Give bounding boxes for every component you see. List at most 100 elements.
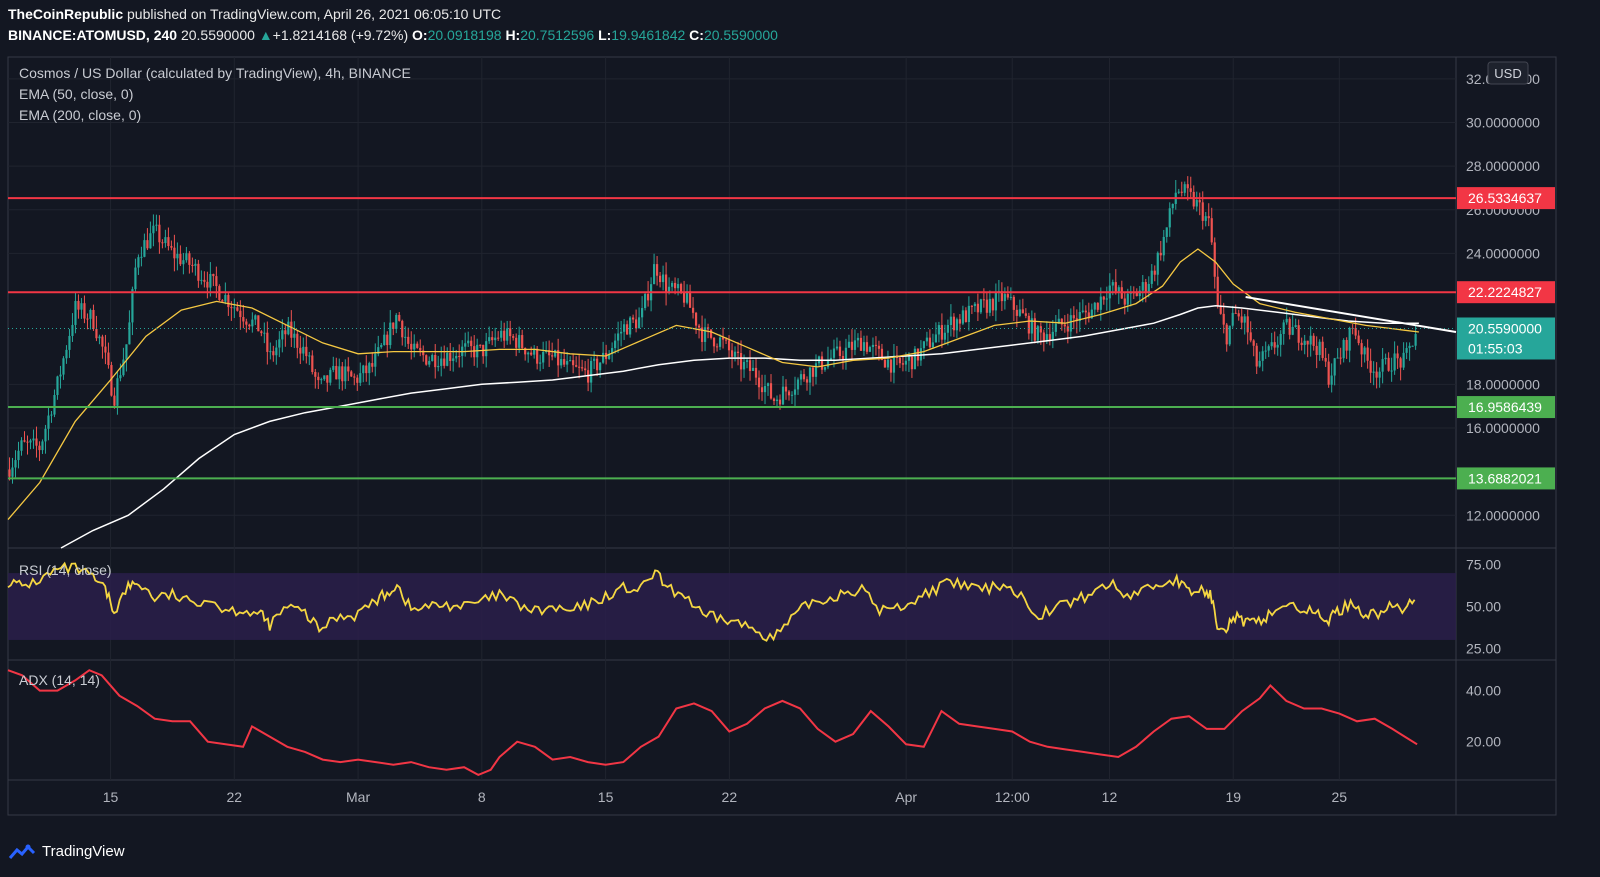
candle-body bbox=[539, 362, 542, 364]
candle-body bbox=[632, 317, 635, 320]
candle-body bbox=[949, 316, 953, 326]
candle-body bbox=[1060, 318, 1063, 325]
candle-body bbox=[913, 348, 917, 370]
resistance-price-label-bg bbox=[1457, 281, 1555, 304]
candle-body bbox=[269, 351, 272, 353]
candle-body bbox=[206, 281, 209, 288]
candle-body bbox=[311, 355, 314, 372]
countdown-label: 01:55:03 bbox=[1468, 340, 1523, 356]
candle-body bbox=[149, 233, 152, 249]
candle-body bbox=[95, 328, 98, 339]
candle-body bbox=[709, 329, 713, 338]
candle-body bbox=[551, 355, 554, 357]
rsi-legend[interactable]: RSI (14, close) bbox=[19, 562, 112, 578]
candle-body bbox=[1057, 318, 1060, 324]
candle-body bbox=[1405, 348, 1408, 353]
candle-body bbox=[1369, 360, 1372, 373]
candle-body bbox=[1249, 332, 1252, 341]
candle-body bbox=[344, 366, 347, 382]
candle-body bbox=[200, 279, 203, 281]
candle-body bbox=[557, 350, 560, 366]
candle-body bbox=[1138, 290, 1141, 297]
candle-body bbox=[982, 299, 985, 301]
candle-body bbox=[416, 343, 419, 348]
candle-body bbox=[146, 240, 149, 249]
candle-body bbox=[377, 347, 380, 354]
candle-body bbox=[1345, 340, 1348, 351]
candle-body bbox=[365, 365, 368, 374]
candle-body bbox=[602, 352, 605, 363]
candle-body bbox=[1363, 347, 1366, 355]
candle-body bbox=[1234, 312, 1237, 314]
candle-body bbox=[1165, 227, 1168, 237]
candle-body bbox=[1033, 318, 1036, 341]
candle-body bbox=[835, 346, 839, 349]
candle-body bbox=[790, 394, 794, 396]
candle-body bbox=[1213, 242, 1216, 277]
candle-body bbox=[1090, 309, 1093, 319]
candle-body bbox=[1243, 316, 1246, 323]
price-tick-label: 24.0000000 bbox=[1466, 245, 1540, 261]
candle-body bbox=[688, 291, 692, 308]
candle-body bbox=[266, 332, 269, 352]
candle-body bbox=[880, 348, 884, 360]
open-value: 20.0918198 bbox=[427, 27, 502, 43]
candle-body bbox=[44, 428, 47, 442]
candle-body bbox=[988, 298, 991, 313]
close-value: 20.5590000 bbox=[703, 27, 778, 43]
time-tick-label: Mar bbox=[346, 789, 370, 805]
candle-body bbox=[587, 370, 590, 383]
candle-body bbox=[449, 352, 452, 362]
candle-body bbox=[1303, 340, 1306, 345]
candle-body bbox=[83, 303, 86, 319]
candle-body bbox=[134, 267, 137, 290]
candle-body bbox=[802, 374, 806, 380]
candle-body bbox=[485, 341, 488, 357]
candle-body bbox=[1117, 287, 1120, 292]
candle-body bbox=[1240, 316, 1243, 323]
candle-body bbox=[515, 337, 518, 348]
main-legend-title[interactable]: Cosmos / US Dollar (calculated by Tradin… bbox=[19, 65, 411, 81]
candle-body bbox=[89, 309, 92, 319]
candle-body bbox=[131, 289, 134, 323]
candle-body bbox=[898, 357, 902, 364]
candle-body bbox=[47, 415, 50, 429]
candle-body bbox=[1390, 370, 1393, 372]
candle-body bbox=[329, 369, 332, 383]
candle-body bbox=[323, 375, 326, 380]
candle-body bbox=[338, 366, 341, 380]
candle-body bbox=[784, 386, 788, 392]
candle-body bbox=[431, 354, 434, 361]
candle-body bbox=[796, 379, 800, 390]
footer-brand[interactable]: TradingView bbox=[8, 843, 125, 860]
candle-body bbox=[775, 399, 779, 401]
ema50-legend[interactable]: EMA (50, close, 0) bbox=[19, 86, 134, 102]
candle-body bbox=[970, 305, 973, 307]
candle-body bbox=[1297, 325, 1300, 343]
rsi-band bbox=[8, 573, 1456, 640]
adx-legend[interactable]: ADX (14, 14) bbox=[19, 672, 100, 688]
candle-body bbox=[437, 365, 440, 368]
candle-body bbox=[1048, 334, 1051, 340]
candle-body bbox=[305, 346, 308, 357]
symbol-info: BINANCE:ATOMUSD, 240 20.5590000 ▲+1.8214… bbox=[8, 27, 778, 43]
candle-body bbox=[173, 247, 176, 259]
candle-body bbox=[1066, 326, 1069, 332]
candle-body bbox=[928, 337, 932, 348]
candle-body bbox=[838, 346, 842, 356]
adx-tick-label: 20.00 bbox=[1466, 734, 1501, 750]
ema200-legend[interactable]: EMA (200, close, 0) bbox=[19, 107, 142, 123]
symbol-label: BINANCE:ATOMUSD, 240 bbox=[8, 27, 178, 43]
candle-body bbox=[20, 440, 23, 451]
candle-body bbox=[751, 367, 755, 371]
candle-body bbox=[736, 351, 740, 354]
candle-body bbox=[1180, 191, 1183, 193]
candle-body bbox=[80, 303, 83, 310]
candle-body bbox=[407, 336, 410, 344]
candle-body bbox=[964, 310, 967, 323]
candle-body bbox=[1255, 345, 1258, 367]
candle-body bbox=[973, 303, 976, 307]
candle-body bbox=[1246, 316, 1249, 333]
candle-body bbox=[757, 377, 761, 388]
